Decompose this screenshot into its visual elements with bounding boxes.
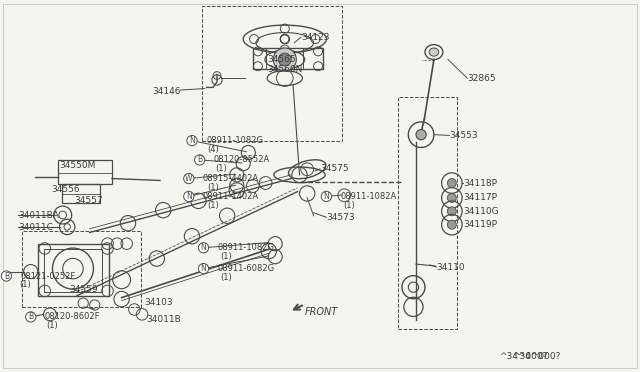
Text: 34011BA: 34011BA <box>18 211 59 219</box>
Text: 32865: 32865 <box>467 74 496 83</box>
Text: 34118P: 34118P <box>463 179 497 187</box>
Text: 08915-4402A: 08915-4402A <box>203 174 259 183</box>
Text: 34553: 34553 <box>449 131 478 140</box>
Circle shape <box>447 179 456 187</box>
Text: N: N <box>189 136 195 145</box>
Text: 34110G: 34110G <box>463 207 499 216</box>
Text: B: B <box>4 272 9 280</box>
Text: (1): (1) <box>220 252 232 261</box>
Text: B: B <box>28 312 33 321</box>
Text: (1): (1) <box>215 164 227 173</box>
Text: 34011B: 34011B <box>146 315 180 324</box>
Circle shape <box>416 129 426 140</box>
Text: 34123: 34123 <box>301 33 330 42</box>
Text: 34556: 34556 <box>51 185 80 194</box>
Text: (1): (1) <box>46 321 58 330</box>
Text: 34103: 34103 <box>144 298 173 307</box>
Text: ^34^000?: ^34^000? <box>499 352 548 361</box>
Text: (1): (1) <box>207 201 219 210</box>
Text: 08911-6082G: 08911-6082G <box>218 264 275 273</box>
Text: 08911-1082G: 08911-1082G <box>218 243 275 252</box>
Text: ^34^000?: ^34^000? <box>512 352 561 361</box>
Text: 34560N: 34560N <box>268 65 303 74</box>
Text: W: W <box>185 174 193 183</box>
Bar <box>253 48 323 69</box>
Text: 34557: 34557 <box>74 196 103 205</box>
Text: 34575: 34575 <box>320 164 349 173</box>
Circle shape <box>447 220 456 229</box>
Circle shape <box>273 48 296 71</box>
Text: 08911-1082A: 08911-1082A <box>340 192 397 201</box>
Text: 34559: 34559 <box>69 285 98 294</box>
Text: 34565: 34565 <box>268 55 296 64</box>
Text: N: N <box>186 192 191 201</box>
Text: (1): (1) <box>207 183 219 192</box>
Text: 08120-8552A: 08120-8552A <box>214 155 270 164</box>
Text: N: N <box>201 243 206 252</box>
Text: 08121-0252F: 08121-0252F <box>20 272 76 280</box>
Text: 08911-1402A: 08911-1402A <box>203 192 259 201</box>
Text: 34573: 34573 <box>326 213 355 222</box>
Text: 34119P: 34119P <box>463 220 497 229</box>
Text: N: N <box>324 192 329 201</box>
Text: FRONT: FRONT <box>305 308 338 317</box>
Text: (4): (4) <box>207 145 219 154</box>
Bar <box>44 249 102 292</box>
Circle shape <box>447 193 456 202</box>
Text: 34110: 34110 <box>436 263 465 272</box>
Circle shape <box>447 207 456 216</box>
Text: 08911-1082G: 08911-1082G <box>206 136 263 145</box>
Circle shape <box>278 53 291 66</box>
Bar <box>38 244 109 296</box>
Text: B: B <box>197 155 202 164</box>
Ellipse shape <box>429 48 439 56</box>
Text: 34011C: 34011C <box>18 223 52 232</box>
Text: 34146: 34146 <box>152 87 180 96</box>
Bar <box>58 160 112 184</box>
Text: 08120-8602F: 08120-8602F <box>45 312 100 321</box>
Text: 34550M: 34550M <box>59 161 95 170</box>
Text: (1): (1) <box>220 273 232 282</box>
Text: N: N <box>201 264 206 273</box>
Text: (1): (1) <box>343 201 355 210</box>
Text: 34117P: 34117P <box>463 193 497 202</box>
Bar <box>62 184 100 203</box>
Text: (1): (1) <box>19 280 31 289</box>
